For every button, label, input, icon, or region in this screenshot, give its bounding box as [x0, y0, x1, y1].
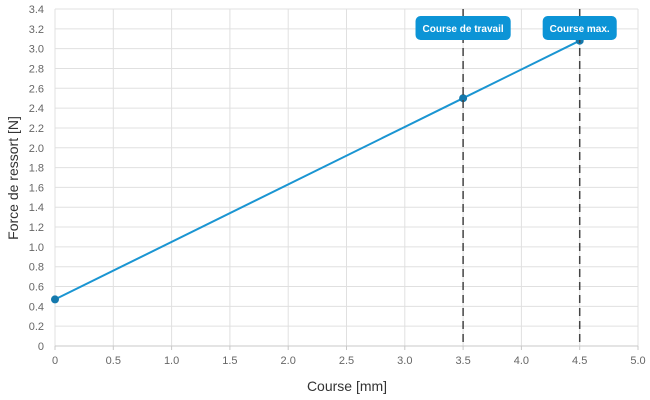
- x-tick-label: 5.0: [630, 355, 645, 367]
- x-tick-label: 1.0: [164, 355, 179, 367]
- y-axis-title: Force de ressort [N]: [5, 116, 21, 240]
- y-tick-label: 0.6: [29, 282, 44, 294]
- x-tick-label: 3.0: [397, 355, 412, 367]
- x-tick-label: 1.5: [222, 355, 237, 367]
- y-tick-label: 2.8: [29, 63, 44, 75]
- y-tick-label: 2.2: [29, 123, 44, 135]
- y-tick-label: 1.6: [29, 182, 44, 194]
- x-axis-ticks: 0 0.5 1.0 1.5 2.0 2.5 3.0 3.5 4.0 4.5 5.0: [52, 346, 646, 367]
- series-line: [54, 39, 581, 301]
- y-tick-label: 3.0: [29, 44, 44, 56]
- y-tick-label: 2.6: [29, 83, 44, 95]
- marker-label-box: [415, 16, 511, 40]
- marker-label: Course de travail: [423, 24, 504, 35]
- y-tick-label: 0.4: [29, 301, 44, 313]
- x-tick-label: 0: [52, 355, 58, 367]
- x-axis-title: Course [mm]: [307, 378, 387, 394]
- x-tick-label: 2.0: [281, 355, 296, 367]
- grid: [54, 8, 639, 347]
- y-tick-label: 0: [38, 341, 44, 353]
- y-tick-label: 1.8: [29, 163, 44, 175]
- y-tick-label: 2.4: [29, 103, 44, 115]
- y-axis-ticks: 0 0.2 0.4 0.6 0.8 1.0 1.2 1.4 1.6 1.8 2.0 2.2 2.4 2.6…: [29, 4, 44, 353]
- y-tick-label: 3.2: [29, 24, 44, 36]
- y-tick-label: 0.8: [29, 262, 44, 274]
- x-tick-label: 2.5: [339, 355, 354, 367]
- y-tick-label: 1.2: [29, 222, 44, 234]
- y-tick-label: 1.4: [29, 202, 44, 214]
- x-tick-label: 3.5: [455, 355, 470, 367]
- y-tick-label: 2.0: [29, 143, 44, 155]
- x-tick-label: 0.5: [106, 355, 121, 367]
- y-tick-label: 1.0: [29, 242, 44, 254]
- marker-label-box: [542, 16, 617, 40]
- data-point: [51, 295, 59, 304]
- y-tick-label: 3.4: [29, 4, 44, 16]
- marker-layer: Course de travail Course max.: [415, 9, 617, 346]
- data-point: [459, 94, 468, 103]
- series-layer: [51, 36, 584, 304]
- x-tick-label: 4.0: [514, 355, 529, 367]
- x-tick-label: 4.5: [572, 355, 587, 367]
- marker-label: Course max.: [550, 24, 610, 35]
- y-tick-label: 0.2: [29, 321, 44, 333]
